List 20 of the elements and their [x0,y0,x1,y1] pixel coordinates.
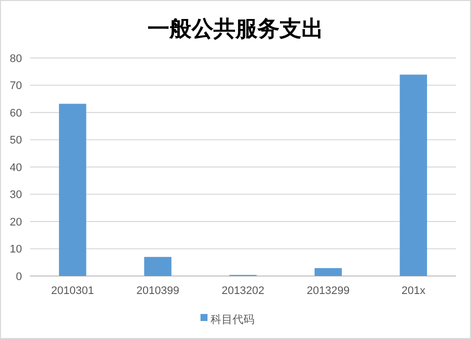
x-tick-label: 2010301 [51,285,94,297]
y-tick-label: 0 [16,270,22,283]
y-tick-label: 60 [10,107,22,120]
y-tick-label: 70 [10,80,22,92]
y-tick-label: 40 [10,162,22,174]
x-tick-label: 2013299 [306,285,350,297]
bar [144,256,172,276]
bar [400,74,428,276]
chart-title: 一般公共服务支出 [148,16,324,42]
x-tick-label: 2013202 [222,285,264,297]
x-tick-label: 201x [401,285,426,297]
legend-label: 科目代码 [210,314,254,326]
x-tick-label: 2010399 [136,285,180,297]
bar [314,268,342,276]
y-tick-label: 20 [10,216,22,228]
y-tick-label: 30 [10,189,22,202]
bar [58,104,86,276]
y-tick-label: 50 [10,134,22,147]
y-tick-label: 10 [10,244,22,256]
y-tick-label: 80 [10,52,22,65]
